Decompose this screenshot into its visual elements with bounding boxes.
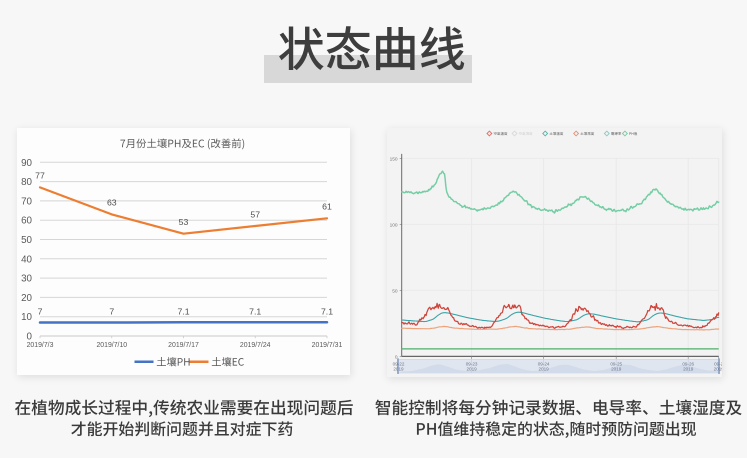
- svg-text:2019: 2019: [611, 367, 622, 372]
- svg-text:61: 61: [322, 202, 332, 212]
- svg-text:7: 7: [109, 307, 114, 317]
- svg-text:150: 150: [390, 156, 398, 162]
- svg-text:63: 63: [107, 198, 117, 208]
- svg-text:7: 7: [38, 307, 43, 317]
- svg-text:2019: 2019: [466, 367, 477, 372]
- svg-text:77: 77: [35, 171, 45, 181]
- svg-text:90: 90: [21, 158, 32, 169]
- svg-text:80: 80: [21, 177, 32, 188]
- svg-text:2019/7/24: 2019/7/24: [240, 342, 271, 349]
- svg-text:70: 70: [21, 196, 32, 207]
- svg-text:09-26: 09-26: [682, 361, 694, 366]
- svg-text:7.1: 7.1: [249, 307, 261, 317]
- svg-text:09-22: 09-22: [393, 361, 405, 366]
- svg-text:20: 20: [21, 293, 32, 304]
- svg-text:2019: 2019: [683, 367, 694, 372]
- svg-text:09-24: 09-24: [538, 361, 550, 366]
- svg-text:2019: 2019: [393, 367, 404, 372]
- svg-text:10: 10: [21, 312, 32, 323]
- svg-text:100: 100: [390, 222, 398, 228]
- svg-text:09-23: 09-23: [466, 361, 478, 366]
- svg-text:60: 60: [21, 216, 32, 227]
- svg-text:2019/7/3: 2019/7/3: [27, 342, 54, 349]
- svg-text:2019/7/31: 2019/7/31: [312, 342, 343, 349]
- svg-text:2019/7/17: 2019/7/17: [168, 342, 199, 349]
- svg-text:2019: 2019: [714, 367, 722, 372]
- svg-text:7.1: 7.1: [321, 307, 333, 317]
- svg-text:2019: 2019: [538, 367, 549, 372]
- svg-text:09-2: 09-2: [714, 361, 722, 366]
- svg-text:7.1: 7.1: [177, 307, 189, 317]
- svg-text:57: 57: [250, 209, 260, 219]
- svg-text:50: 50: [21, 235, 32, 246]
- svg-text:09-25: 09-25: [610, 361, 622, 366]
- svg-text:50: 50: [392, 288, 398, 294]
- svg-text:0: 0: [395, 354, 398, 360]
- svg-text:0: 0: [27, 332, 33, 343]
- svg-text:2019/7/10: 2019/7/10: [96, 342, 127, 349]
- svg-text:53: 53: [179, 217, 189, 227]
- svg-text:30: 30: [21, 274, 32, 285]
- svg-text:40: 40: [21, 254, 32, 265]
